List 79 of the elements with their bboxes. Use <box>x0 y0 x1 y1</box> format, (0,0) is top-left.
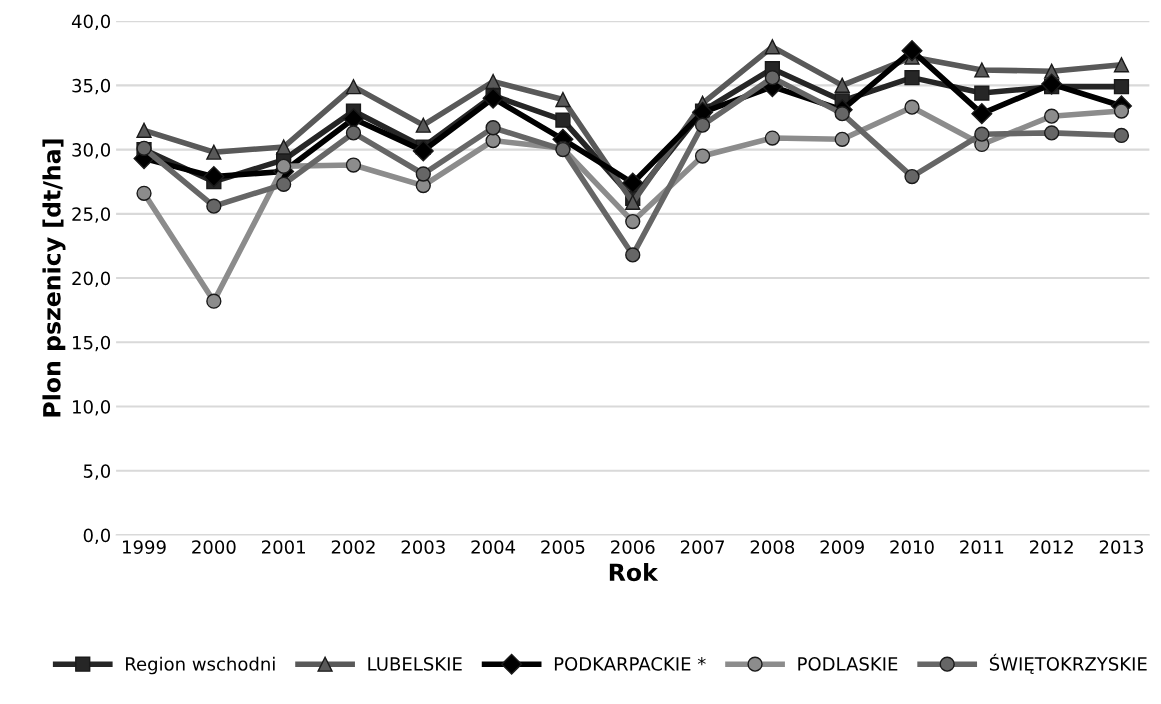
y-tick-label: 20,0 <box>72 271 111 288</box>
x-tick-label: 2010 <box>890 540 934 554</box>
point <box>764 130 781 146</box>
y-tick-label: 0,0 <box>83 528 111 544</box>
x-axis-title: Rok <box>609 562 659 582</box>
legend-label: Region wschodni <box>126 656 275 675</box>
point <box>485 73 501 90</box>
point <box>206 198 222 214</box>
x-tick-label: 2002 <box>331 540 375 554</box>
x-tick-label: 2005 <box>541 540 585 554</box>
point <box>415 117 431 133</box>
x-tick-label: 2011 <box>960 540 1004 554</box>
x-tick-label: 2003 <box>401 540 445 554</box>
point <box>625 194 641 210</box>
legend-label: PODKARPACKIE * <box>554 657 706 671</box>
legend-label: PODLASKIE <box>798 657 898 671</box>
point <box>625 247 641 263</box>
y-tick-label: 40,0 <box>71 14 111 31</box>
point <box>625 213 641 230</box>
point <box>485 120 501 136</box>
point <box>345 125 362 141</box>
point <box>482 87 504 109</box>
point <box>622 172 644 194</box>
point <box>1113 79 1130 95</box>
point <box>901 40 923 62</box>
y-tick-label: 35,0 <box>72 78 111 95</box>
point <box>834 105 850 122</box>
point <box>1113 127 1130 144</box>
x-tick-label: 2001 <box>262 540 305 554</box>
x-tick-label: 2004 <box>471 540 516 554</box>
point <box>1044 108 1060 124</box>
y-tick-label: 5,0 <box>83 464 111 480</box>
y-tick-label: 30,0 <box>72 143 111 159</box>
point <box>1044 125 1060 141</box>
point <box>276 139 292 155</box>
point <box>276 176 292 192</box>
point <box>764 39 781 55</box>
point <box>345 79 362 95</box>
point <box>555 112 571 128</box>
x-tick-label: 2009 <box>820 540 864 554</box>
point <box>555 91 571 108</box>
x-tick-label: 2000 <box>192 540 236 554</box>
point <box>136 185 152 201</box>
y-tick-label: 15,0 <box>73 335 111 352</box>
point <box>206 144 222 160</box>
legend-label: LUBELSKIE <box>368 657 462 671</box>
point <box>834 131 850 147</box>
point <box>974 85 990 101</box>
point <box>485 132 501 149</box>
point <box>764 70 781 86</box>
point <box>971 103 993 125</box>
point <box>974 126 990 142</box>
x-tick-label: 1999 <box>123 540 166 554</box>
x-tick-label: 2012 <box>1029 540 1073 554</box>
x-tick-label: 2008 <box>750 540 795 554</box>
point <box>206 293 222 309</box>
point <box>136 122 152 138</box>
point <box>694 117 711 133</box>
point <box>904 168 920 185</box>
y-axis-title: Plon pszenicy [dt/ha] <box>42 139 66 417</box>
point <box>1041 73 1063 95</box>
point <box>415 166 431 182</box>
point <box>1113 57 1130 73</box>
point <box>276 158 292 174</box>
x-tick-label: 2007 <box>680 540 724 554</box>
point <box>904 99 920 115</box>
x-tick-label: 2013 <box>1099 540 1143 554</box>
point <box>974 62 990 78</box>
legend-label: ŚWIĘTOKRZYSKIE <box>989 653 1147 674</box>
point <box>412 140 434 162</box>
point <box>345 157 362 173</box>
point <box>694 148 711 164</box>
point <box>1113 103 1130 119</box>
point <box>904 70 920 86</box>
y-tick-label: 25,0 <box>72 207 111 223</box>
point <box>203 166 225 188</box>
y-tick-label: 10,0 <box>73 400 111 416</box>
x-tick-label: 2006 <box>611 540 655 554</box>
point <box>834 77 850 93</box>
